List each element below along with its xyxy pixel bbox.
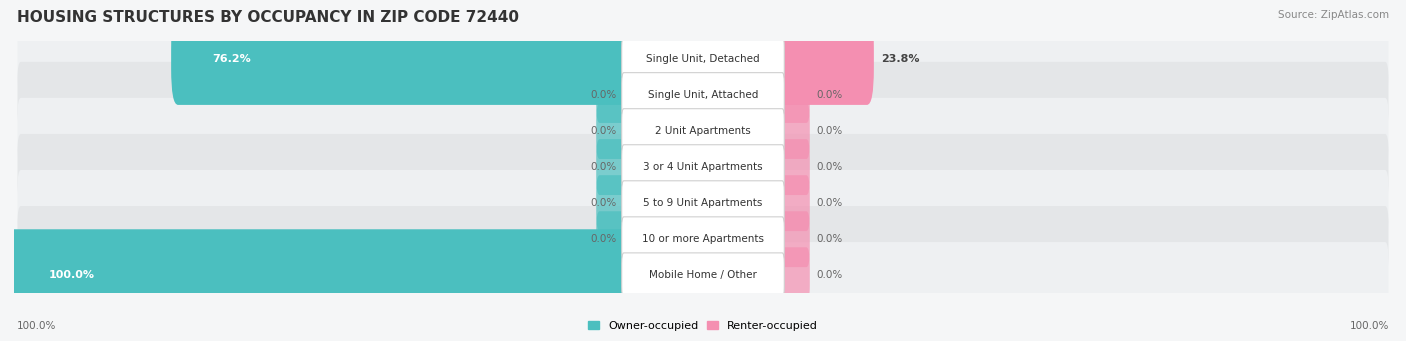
Text: Single Unit, Detached: Single Unit, Detached (647, 54, 759, 64)
FancyBboxPatch shape (596, 211, 627, 267)
Text: 0.0%: 0.0% (817, 234, 844, 244)
Text: 0.0%: 0.0% (591, 126, 617, 136)
FancyBboxPatch shape (7, 229, 710, 321)
Text: 0.0%: 0.0% (817, 270, 844, 280)
FancyBboxPatch shape (621, 145, 785, 190)
FancyBboxPatch shape (17, 134, 1389, 200)
FancyBboxPatch shape (596, 103, 627, 159)
Text: 0.0%: 0.0% (591, 162, 617, 172)
FancyBboxPatch shape (621, 217, 785, 262)
Text: 5 to 9 Unit Apartments: 5 to 9 Unit Apartments (644, 198, 762, 208)
FancyBboxPatch shape (779, 103, 810, 159)
Text: 0.0%: 0.0% (591, 198, 617, 208)
Text: 0.0%: 0.0% (817, 198, 844, 208)
Text: Source: ZipAtlas.com: Source: ZipAtlas.com (1278, 10, 1389, 20)
Text: 0.0%: 0.0% (817, 126, 844, 136)
FancyBboxPatch shape (621, 253, 785, 298)
FancyBboxPatch shape (779, 175, 810, 231)
FancyBboxPatch shape (621, 36, 785, 81)
Text: 2 Unit Apartments: 2 Unit Apartments (655, 126, 751, 136)
FancyBboxPatch shape (779, 247, 810, 303)
FancyBboxPatch shape (596, 175, 627, 231)
Text: 100.0%: 100.0% (17, 321, 56, 331)
FancyBboxPatch shape (17, 62, 1389, 128)
Legend: Owner-occupied, Renter-occupied: Owner-occupied, Renter-occupied (583, 316, 823, 336)
Text: HOUSING STRUCTURES BY OCCUPANCY IN ZIP CODE 72440: HOUSING STRUCTURES BY OCCUPANCY IN ZIP C… (17, 10, 519, 25)
FancyBboxPatch shape (621, 181, 785, 225)
FancyBboxPatch shape (621, 73, 785, 117)
FancyBboxPatch shape (779, 67, 810, 123)
Text: 100.0%: 100.0% (1350, 321, 1389, 331)
Text: 76.2%: 76.2% (212, 54, 252, 64)
Text: Single Unit, Attached: Single Unit, Attached (648, 90, 758, 100)
Text: 3 or 4 Unit Apartments: 3 or 4 Unit Apartments (643, 162, 763, 172)
Text: 0.0%: 0.0% (591, 234, 617, 244)
FancyBboxPatch shape (17, 26, 1389, 92)
Text: 0.0%: 0.0% (591, 90, 617, 100)
Text: 100.0%: 100.0% (48, 270, 94, 280)
FancyBboxPatch shape (17, 170, 1389, 236)
FancyBboxPatch shape (621, 109, 785, 153)
FancyBboxPatch shape (17, 242, 1389, 308)
Text: 0.0%: 0.0% (817, 90, 844, 100)
FancyBboxPatch shape (17, 206, 1389, 272)
FancyBboxPatch shape (696, 13, 875, 105)
FancyBboxPatch shape (779, 211, 810, 267)
Text: Mobile Home / Other: Mobile Home / Other (650, 270, 756, 280)
FancyBboxPatch shape (779, 139, 810, 195)
Text: 0.0%: 0.0% (817, 162, 844, 172)
FancyBboxPatch shape (596, 67, 627, 123)
Text: 10 or more Apartments: 10 or more Apartments (643, 234, 763, 244)
FancyBboxPatch shape (172, 13, 710, 105)
Text: 23.8%: 23.8% (880, 54, 920, 64)
FancyBboxPatch shape (596, 139, 627, 195)
FancyBboxPatch shape (17, 98, 1389, 164)
